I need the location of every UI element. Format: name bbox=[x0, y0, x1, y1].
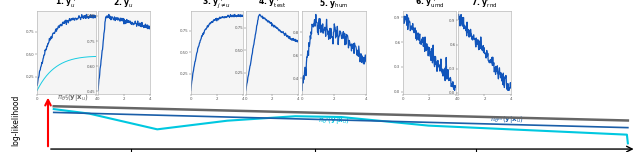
Text: 6. $\mathbf{y}_{\mathrm{urnd}}^+$: 6. $\mathbf{y}_{\mathrm{urnd}}^+$ bbox=[415, 0, 444, 10]
Text: 3. $\mathbf{y}_{j\neq u}^+$: 3. $\mathbf{y}_{j\neq u}^+$ bbox=[202, 0, 232, 10]
Text: 1. $\mathbf{y}_u^+$: 1. $\mathbf{y}_u^+$ bbox=[55, 0, 78, 10]
Text: 7. $\mathbf{y}_{\mathrm{rnd}}^{\prime}$: 7. $\mathbf{y}_{\mathrm{rnd}}^{\prime}$ bbox=[471, 0, 498, 10]
Text: 5. $\mathbf{y}_{\mathrm{hum}}$: 5. $\mathbf{y}_{\mathrm{hum}}$ bbox=[319, 0, 349, 10]
Text: 4. $\mathbf{y}_{\mathrm{test}}^+$: 4. $\mathbf{y}_{\mathrm{test}}^+$ bbox=[258, 0, 286, 10]
Text: log-likelihood: log-likelihood bbox=[12, 95, 20, 146]
Text: $\pi_{\theta^T}(\mathbf{y}|\mathbf{x}_u)$: $\pi_{\theta^T}(\mathbf{y}|\mathbf{x}_u)… bbox=[318, 115, 349, 126]
Text: 2. $\mathbf{y}_u^-$: 2. $\mathbf{y}_u^-$ bbox=[113, 0, 136, 10]
Text: $\pi_{\theta^0}(\mathbf{y}|\mathbf{x}_u)$: $\pi_{\theta^0}(\mathbf{y}|\mathbf{x}_u)… bbox=[56, 92, 88, 103]
Text: $\pi_{\theta^{ES}}(\mathbf{y}|\mathbf{x}_u)$: $\pi_{\theta^{ES}}(\mathbf{y}|\mathbf{x}… bbox=[490, 114, 524, 125]
